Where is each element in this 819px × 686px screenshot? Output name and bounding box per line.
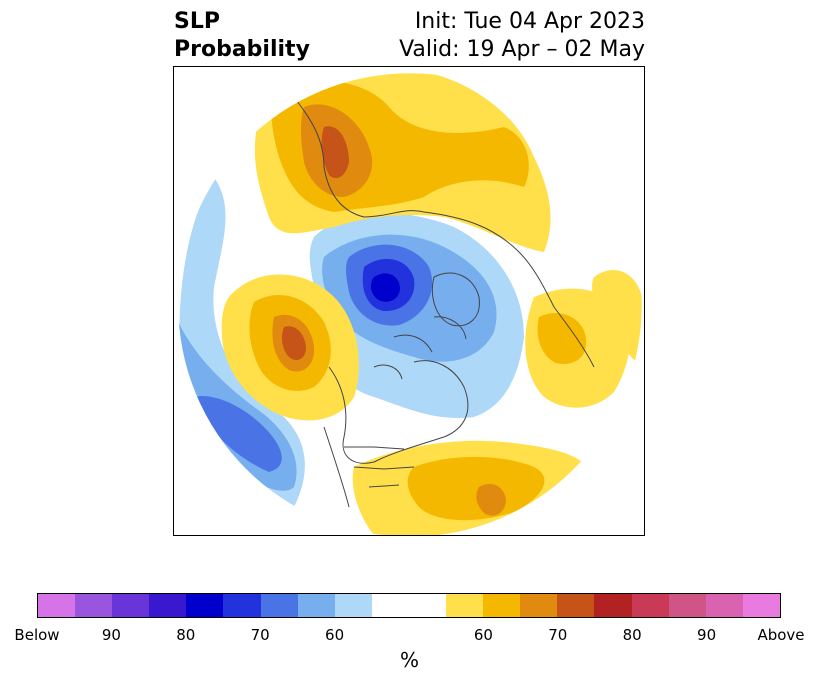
title-variable: SLP xyxy=(174,9,220,34)
colorbar-tick-label: 70 xyxy=(250,626,270,644)
colorbar-segment-18 xyxy=(705,594,743,617)
below-80-region-pacific xyxy=(194,396,282,472)
map-panel xyxy=(173,66,645,536)
colorbar-tick-labels: Below 90 80 70 60 60 70 80 90 Above xyxy=(0,626,819,646)
colorbar-segment-6 xyxy=(260,594,298,617)
above-70-region-east-asia xyxy=(537,313,587,364)
init-date: Init: Tue 04 Apr 2023 xyxy=(414,9,645,34)
above-90-region-alaska xyxy=(281,326,306,361)
colorbar-segment-3 xyxy=(149,594,187,617)
colorbar-tick-label: 80 xyxy=(176,626,196,644)
colorbar-segment-8 xyxy=(334,594,372,617)
probability-map xyxy=(177,72,643,535)
colorbar-segment-5 xyxy=(223,594,261,617)
coastline-north-america xyxy=(328,360,469,464)
colorbar-tick-label: 90 xyxy=(697,626,717,644)
colorbar-segment-19 xyxy=(742,594,780,617)
colorbar-segment-1 xyxy=(75,594,113,617)
title-right: Init: Tue 04 Apr 2023 Valid: 19 Apr – 02… xyxy=(399,8,645,64)
colorbar-tick-label: 80 xyxy=(622,626,642,644)
colorbar-segment-17 xyxy=(668,594,706,617)
colorbar-tick-label: 90 xyxy=(101,626,121,644)
colorbar-segment-0 xyxy=(38,594,76,617)
colorbar-tick-label: 60 xyxy=(473,626,493,644)
title-left: SLP Probability xyxy=(174,8,310,64)
colorbar-segment-15 xyxy=(594,594,632,617)
colorbar-segment-13 xyxy=(520,594,558,617)
above-70-region-atlantic xyxy=(407,456,545,521)
coastline-asia xyxy=(423,211,595,368)
colorbar-tick-label: Below xyxy=(14,626,60,644)
colorbar-segment-12 xyxy=(483,594,521,617)
coastlines xyxy=(293,96,595,508)
coastline-arctic-islands xyxy=(373,316,467,380)
colorbar-segment-4 xyxy=(186,594,224,617)
above-90-region-eurasia xyxy=(321,126,349,179)
colorbar-segment-16 xyxy=(631,594,669,617)
globe-edge xyxy=(177,72,643,535)
colorbar-tick-label: 70 xyxy=(548,626,568,644)
colorbar-tick-label: Above xyxy=(757,626,805,644)
coastline-us-states xyxy=(323,426,415,508)
colorbar-segment-14 xyxy=(557,594,595,617)
coastline-greenland xyxy=(431,272,480,327)
colorbar-unit-label: % xyxy=(399,648,419,672)
below-100-region-arctic xyxy=(370,273,400,302)
valid-range: Valid: 19 Apr – 02 May xyxy=(399,37,645,62)
probability-fills xyxy=(178,73,642,535)
colorbar-segment-7 xyxy=(297,594,335,617)
above-60-region-south-east xyxy=(591,269,642,367)
above-80-region-atlantic xyxy=(476,483,506,516)
coastline-europe xyxy=(293,96,425,218)
colorbar xyxy=(37,593,781,618)
colorbar-segment-9 xyxy=(371,594,409,617)
colorbar-tick-label: 60 xyxy=(325,626,345,644)
colorbar-segment-10 xyxy=(408,594,447,617)
title-product: Probability xyxy=(174,37,310,62)
colorbar-segment-2 xyxy=(112,594,150,617)
colorbar-segment-11 xyxy=(446,594,484,617)
